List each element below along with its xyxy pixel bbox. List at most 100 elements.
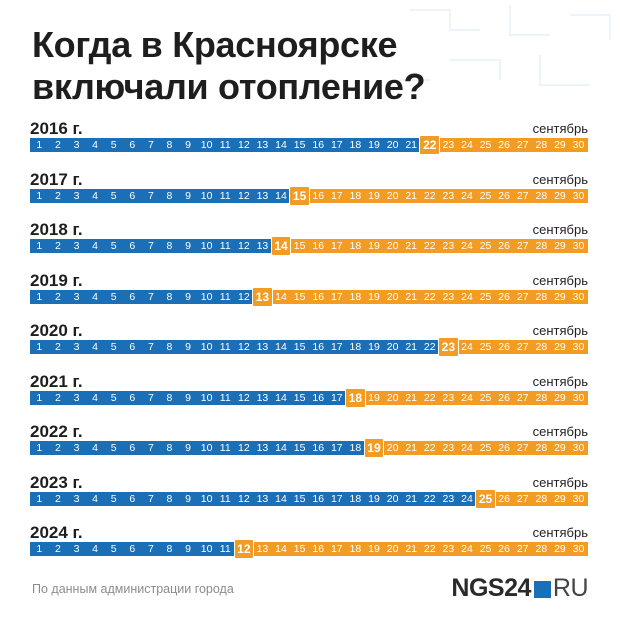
day-cell: 3 (67, 390, 86, 405)
month-label: сентябрь (532, 323, 588, 338)
day-cell: 25 (476, 390, 495, 405)
day-cell: 12 (234, 138, 254, 152)
day-cell: 12 (234, 390, 254, 405)
day-cell: 20 (383, 188, 402, 203)
day-cell: 28 (532, 138, 551, 152)
day-cell: 4 (85, 138, 105, 152)
day-cell: 4 (85, 188, 105, 203)
day-cell: 14 (271, 138, 291, 152)
day-cell: 11 (215, 441, 235, 455)
day-cell: 14 (271, 188, 291, 203)
year-label: 2022 г. (30, 422, 83, 441)
day-cell: 8 (160, 188, 179, 203)
day-cell: 2 (48, 289, 68, 304)
day-cell: 7 (141, 441, 161, 455)
year-row: 2017 г. сентябрь 1 2 3 4 5 6 7 8 9 10 11 12 13 14 15 16 17… (30, 169, 588, 220)
page-title: Когда в Красноярске включали отопление? (32, 24, 426, 108)
year-row: 2018 г. сентябрь 1 2 3 4 5 6 7 8 9 10 11 12 13 14 15 16 17… (30, 219, 588, 270)
day-cell: 17 (327, 138, 347, 152)
day-cell: 28 (532, 239, 551, 253)
source-note: По данным администрации города (32, 582, 234, 596)
day-cell: 9 (178, 239, 198, 253)
day-cell: 10 (197, 390, 216, 405)
day-cell: 10 (197, 239, 216, 253)
day-bar: 1 2 3 4 5 6 7 8 9 10 11 12 13 14 15 16 17 18 19 20 21 22 23 24 2… (30, 388, 588, 407)
day-cell: 22 (420, 188, 440, 203)
day-cell: 16 (308, 390, 328, 405)
day-cell: 5 (104, 340, 123, 354)
day-cell: 25 (476, 441, 495, 455)
day-cell: 27 (513, 239, 533, 253)
day-cell: 10 (197, 188, 216, 203)
day-cell: 15 (290, 340, 309, 354)
day-cell: 19 (364, 491, 384, 506)
day-cell: 17 (327, 542, 347, 556)
year-row-header: 2017 г. сентябрь (30, 169, 588, 189)
heating-start-day: 14 (271, 237, 291, 255)
day-cell: 16 (308, 239, 328, 253)
day-cell: 27 (513, 340, 533, 354)
day-cell: 4 (85, 289, 105, 304)
day-cell: 26 (494, 289, 514, 304)
day-cell: 28 (532, 188, 551, 203)
day-cell: 29 (550, 239, 570, 253)
day-cell: 22 (420, 239, 440, 253)
day-cell: 25 (476, 542, 495, 556)
day-cell: 11 (215, 188, 235, 203)
day-cell: 7 (141, 340, 161, 354)
day-cell: 24 (457, 441, 477, 455)
day-cell: 5 (104, 491, 123, 506)
day-cell: 20 (383, 138, 402, 152)
day-cell: 5 (104, 239, 123, 253)
day-cell: 18 (346, 138, 365, 152)
year-row-header: 2021 г. сентябрь (30, 371, 588, 391)
day-cell: 10 (197, 340, 216, 354)
year-row-header: 2016 г. сентябрь (30, 118, 588, 138)
day-cell: 4 (85, 239, 105, 253)
day-cell: 29 (550, 188, 570, 203)
day-cell: 22 (420, 542, 440, 556)
day-cell: 21 (401, 340, 421, 354)
logo-domain: RU (552, 574, 589, 602)
day-cell: 12 (234, 239, 254, 253)
day-cell: 1 (30, 239, 49, 253)
day-cell: 16 (308, 542, 328, 556)
day-cell: 19 (364, 138, 384, 152)
year-label: 2020 г. (30, 321, 83, 340)
day-cell: 14 (271, 441, 291, 455)
day-cell: 1 (30, 188, 49, 203)
day-cell: 21 (401, 491, 421, 506)
month-label: сентябрь (532, 171, 588, 187)
day-cell: 2 (48, 138, 68, 152)
year-row-header: 2023 г. сентябрь (30, 472, 588, 492)
day-cell: 13 (253, 138, 272, 152)
day-cell: 17 (327, 340, 347, 354)
day-cell: 5 (104, 441, 123, 455)
day-cell: 13 (253, 441, 272, 455)
day-cell: 26 (494, 542, 514, 556)
month-label: сентябрь (532, 272, 588, 288)
day-cell: 3 (67, 138, 86, 152)
day-cell: 5 (104, 390, 123, 405)
day-cell: 20 (383, 390, 402, 405)
day-cell: 12 (234, 188, 254, 203)
day-cell: 13 (253, 542, 272, 556)
day-cell: 2 (48, 188, 68, 203)
title-line-2: включали отопление? (32, 66, 426, 107)
day-cell: 8 (160, 542, 179, 556)
day-cell: 6 (122, 441, 142, 455)
day-cell: 7 (141, 542, 161, 556)
day-cell: 7 (141, 188, 161, 203)
day-cell: 25 (476, 188, 495, 203)
day-cell: 22 (420, 340, 440, 354)
day-cell: 26 (494, 188, 514, 203)
day-cell: 18 (346, 542, 365, 556)
day-cell: 16 (308, 491, 328, 506)
day-cell: 19 (364, 239, 384, 253)
year-label: 2019 г. (30, 270, 83, 290)
day-cell: 29 (550, 542, 570, 556)
day-cell: 1 (30, 441, 49, 455)
day-cell: 29 (550, 289, 570, 304)
day-cell: 30 (569, 188, 588, 203)
day-cell: 14 (271, 289, 291, 304)
